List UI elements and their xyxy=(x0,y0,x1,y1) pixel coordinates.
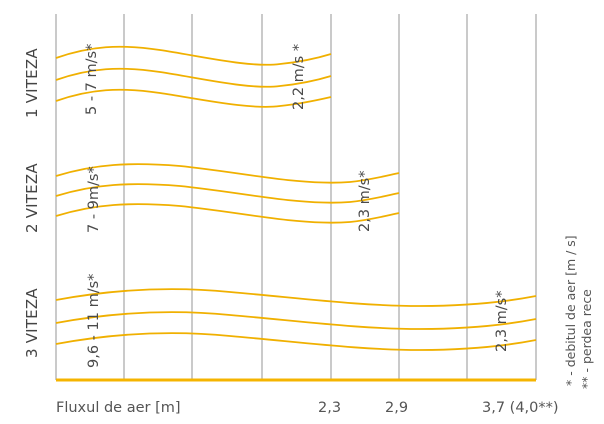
airflow-curves xyxy=(55,45,537,351)
speed-label-3: 3 VITEZA xyxy=(23,288,41,358)
footnote-cold-curtain: ** - perdea rece xyxy=(579,289,594,389)
speed-label-1: 1 VITEZA xyxy=(23,48,41,118)
footnote-airflow: * - debitul de aer [m / s] xyxy=(563,235,578,386)
start-speed-3: 9,6 - 11 m/s* xyxy=(86,273,102,368)
airflow-curve xyxy=(55,203,400,224)
airflow-curve xyxy=(55,45,332,66)
end-speed-2: 2,3 m/s* xyxy=(357,170,373,232)
x-tick-2-3: 2,3 xyxy=(318,400,342,416)
end-speed-1: 2,2 m/s * xyxy=(291,43,307,110)
airflow-curve xyxy=(55,288,537,307)
airflow-curve xyxy=(55,311,537,330)
x-axis-label: Fluxul de aer [m] xyxy=(56,400,181,416)
start-speed-2: 7 - 9m/s* xyxy=(86,166,102,233)
airflow-curve xyxy=(55,88,332,108)
airflow-curve xyxy=(55,67,332,88)
grid xyxy=(55,14,537,380)
x-tick-2-9: 2,9 xyxy=(385,400,409,416)
speed-label-2: 2 VITEZA xyxy=(23,163,41,233)
airflow-curve xyxy=(55,163,400,184)
start-speed-1: 5 - 7 m/s* xyxy=(84,43,100,115)
airflow-curve xyxy=(55,332,537,351)
airflow-curve xyxy=(55,183,400,204)
x-tick-3-7: 3,7 (4,0**) xyxy=(482,400,559,416)
end-speed-3: 2,3 m/s* xyxy=(494,290,510,352)
